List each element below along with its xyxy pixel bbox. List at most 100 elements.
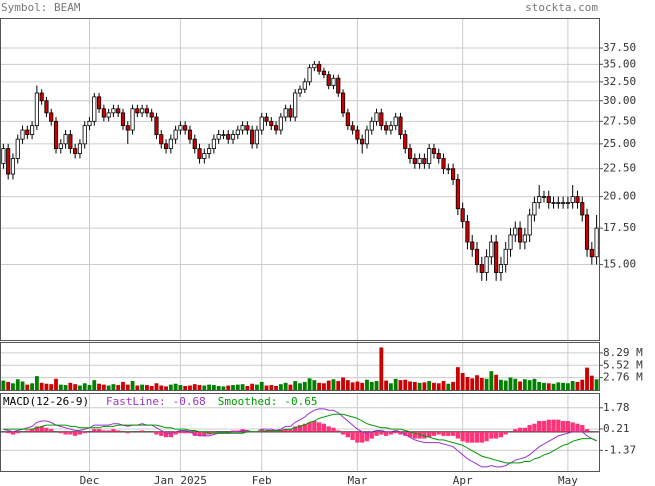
candle-body [235, 129, 240, 135]
candle-body [355, 129, 360, 140]
histogram-bar [503, 431, 508, 435]
y-tick-label: 15.00 [603, 258, 636, 271]
histogram-bar [407, 431, 413, 438]
x-tick-label: May [558, 474, 578, 486]
candle-body [532, 202, 537, 216]
volume-bar [393, 378, 398, 390]
histogram-bar [15, 431, 20, 434]
candle-body [240, 125, 245, 131]
volume-bar [455, 367, 460, 390]
candle-body [207, 148, 212, 154]
volume-bar [494, 374, 499, 390]
volume-bar [216, 385, 221, 390]
candle-body [345, 112, 350, 127]
volume-bar [192, 384, 197, 390]
candle-body [403, 134, 408, 150]
histogram-bar [541, 421, 547, 432]
volume-bar [188, 385, 192, 390]
candle-body [474, 248, 480, 265]
histogram-bar [565, 421, 571, 432]
volume-bar [379, 347, 384, 390]
volume-bar [121, 381, 125, 390]
histogram-bar [29, 429, 35, 432]
candle-body [63, 134, 68, 145]
y-tick-label: -1.37 [603, 443, 636, 456]
volume-bar [355, 381, 360, 390]
histogram-bar [283, 429, 288, 432]
candle-body [522, 234, 527, 243]
histogram-bar [326, 426, 331, 432]
y-tick-label: 27.50 [603, 114, 636, 127]
candle-body [92, 96, 97, 122]
candle-body [441, 158, 446, 170]
candle-body [1, 148, 6, 164]
volume-bar [25, 384, 30, 390]
volume-bar [470, 378, 475, 390]
volume-bar [518, 381, 522, 390]
macd-line [3, 413, 597, 464]
volume-bar [489, 371, 494, 390]
histogram-bar [211, 431, 217, 434]
histogram-bar [436, 431, 441, 435]
candle-body [580, 202, 585, 216]
histogram-bar [551, 419, 556, 432]
candle-body [527, 214, 532, 236]
histogram-bar [360, 431, 365, 443]
volume-bar [398, 380, 403, 390]
volume-bar [556, 382, 561, 390]
candle-body [245, 125, 250, 131]
volume-bar [589, 375, 594, 390]
volume-bar [565, 383, 570, 390]
candle-body [427, 148, 432, 164]
y-tick-label: 32.50 [603, 75, 636, 88]
macd-title: MACD(12-26-9) [3, 395, 89, 408]
volume-bar [446, 383, 451, 390]
histogram-bar [455, 431, 461, 439]
y-tick-label: 2.76 M [603, 371, 643, 384]
volume-bar [312, 380, 317, 390]
candle-body [431, 148, 437, 154]
histogram-bar [92, 429, 97, 432]
candle-body [489, 241, 494, 258]
volume-bar [159, 385, 164, 390]
candle-body [202, 153, 207, 159]
volume-bar [561, 382, 566, 390]
volume-bar [522, 379, 527, 390]
candle-body [360, 138, 365, 145]
volume-bar [484, 378, 489, 390]
histogram-bar [393, 431, 398, 434]
y-tick-label: 17.50 [603, 221, 636, 234]
candle-body [470, 241, 475, 250]
histogram-bar [517, 427, 523, 432]
candle-body [130, 108, 135, 131]
candle-body [317, 63, 322, 72]
histogram-bar [116, 430, 121, 432]
candle-body [106, 112, 111, 118]
candle-body [561, 202, 566, 204]
volume-bar [527, 380, 532, 390]
volume-bar [479, 377, 484, 390]
volume-bar [211, 385, 216, 390]
histogram-bar [379, 431, 384, 435]
histogram-bar [422, 431, 427, 439]
candle-body [288, 108, 293, 118]
candle-body [58, 143, 63, 150]
volume-bar [542, 382, 546, 390]
histogram-bar [297, 425, 303, 432]
volume-bar [288, 384, 293, 390]
volume-bar [403, 379, 408, 390]
candle-body [508, 234, 513, 250]
y-tick-label: 22.50 [603, 162, 636, 175]
site-label: stockta.com [525, 1, 598, 14]
volume-bar [274, 385, 278, 390]
histogram-bar [230, 430, 236, 432]
x-tick-label: Apr [453, 474, 473, 486]
candle-body [465, 221, 470, 243]
volume-bar [140, 384, 145, 390]
histogram-bar [154, 431, 159, 435]
y-tick-label: 25.00 [603, 137, 636, 150]
price-pane [0, 18, 600, 341]
y-tick-label: 30.00 [603, 94, 636, 107]
volume-bar [278, 384, 283, 390]
volume-bar [460, 372, 465, 390]
